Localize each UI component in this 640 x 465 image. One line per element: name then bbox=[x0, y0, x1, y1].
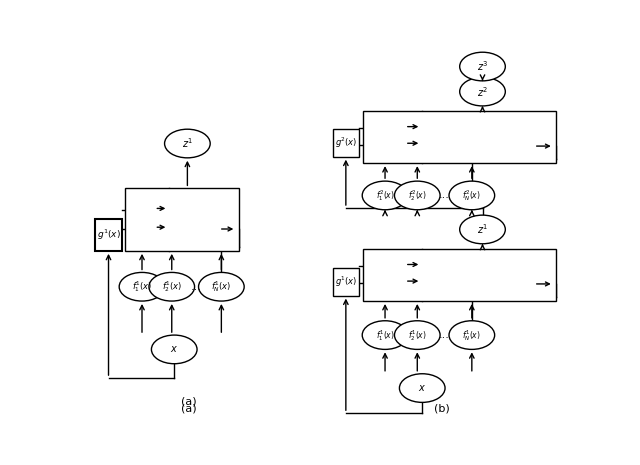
Text: $g^1(x)$: $g^1(x)$ bbox=[335, 274, 357, 289]
Bar bbox=[363, 111, 556, 163]
Text: $g^2(x)$: $g^2(x)$ bbox=[335, 136, 357, 150]
Ellipse shape bbox=[449, 321, 495, 349]
Ellipse shape bbox=[152, 335, 197, 364]
Ellipse shape bbox=[460, 52, 506, 81]
Ellipse shape bbox=[119, 272, 165, 301]
Text: $z^1$: $z^1$ bbox=[182, 137, 193, 150]
Text: $f_N^1(x)$: $f_N^1(x)$ bbox=[463, 328, 481, 343]
Ellipse shape bbox=[164, 129, 210, 158]
Text: $f_2^1(x)$: $f_2^1(x)$ bbox=[161, 279, 182, 294]
Text: $f_2^2(x)$: $f_2^2(x)$ bbox=[408, 188, 427, 203]
Text: $f_N^2(x)$: $f_N^2(x)$ bbox=[463, 188, 481, 203]
Ellipse shape bbox=[394, 321, 440, 349]
Text: (a): (a) bbox=[181, 396, 197, 406]
Text: $f_2^1(x)$: $f_2^1(x)$ bbox=[408, 328, 427, 343]
Text: $f_N^1(x)$: $f_N^1(x)$ bbox=[211, 279, 232, 294]
Text: ...: ... bbox=[191, 282, 202, 292]
Text: $z^2$: $z^2$ bbox=[477, 85, 488, 99]
Text: $f_1^1(x)$: $f_1^1(x)$ bbox=[132, 279, 152, 294]
Bar bbox=[125, 188, 239, 251]
Ellipse shape bbox=[362, 181, 408, 210]
Bar bbox=[333, 268, 359, 296]
Text: $z^1$: $z^1$ bbox=[477, 223, 488, 236]
Text: $x$: $x$ bbox=[418, 383, 426, 393]
Ellipse shape bbox=[149, 272, 195, 301]
Ellipse shape bbox=[460, 215, 506, 244]
Ellipse shape bbox=[198, 272, 244, 301]
Text: (b): (b) bbox=[434, 404, 450, 413]
Ellipse shape bbox=[362, 321, 408, 349]
Ellipse shape bbox=[399, 374, 445, 402]
Bar bbox=[363, 249, 556, 301]
Text: $z^3$: $z^3$ bbox=[477, 60, 488, 73]
Ellipse shape bbox=[449, 181, 495, 210]
Text: $f_1^1(x)$: $f_1^1(x)$ bbox=[376, 328, 394, 343]
Bar bbox=[95, 219, 122, 251]
Text: $f_1^2(x)$: $f_1^2(x)$ bbox=[376, 188, 394, 203]
Ellipse shape bbox=[460, 77, 506, 106]
Text: ...: ... bbox=[439, 191, 450, 200]
Text: $x$: $x$ bbox=[170, 345, 179, 354]
Ellipse shape bbox=[394, 181, 440, 210]
Bar bbox=[333, 129, 359, 157]
Text: ...: ... bbox=[439, 330, 450, 340]
Text: $g^1(x)$: $g^1(x)$ bbox=[97, 228, 120, 242]
Text: (a): (a) bbox=[181, 404, 197, 413]
